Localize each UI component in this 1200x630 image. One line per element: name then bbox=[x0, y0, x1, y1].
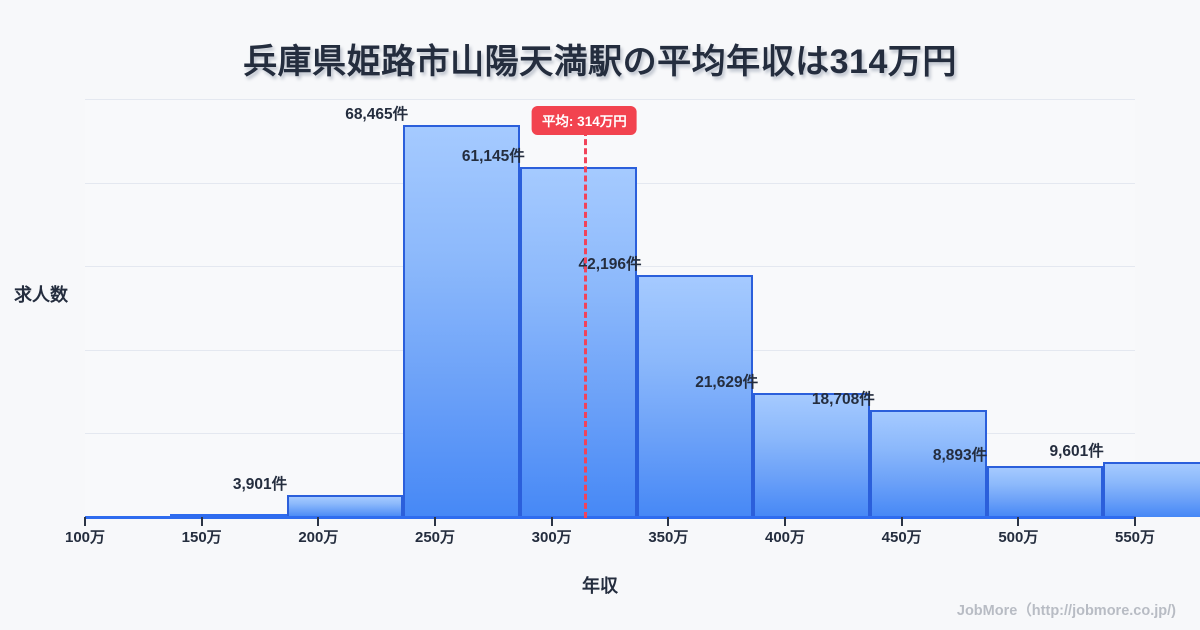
bar-value-label: 68,465件 bbox=[345, 105, 409, 123]
plot-area bbox=[85, 99, 1200, 517]
x-axis-tick-label: 550万 bbox=[1114, 529, 1156, 546]
x-axis-tick bbox=[900, 517, 903, 526]
footer-credit: JobMore（http://jobmore.co.jp/) bbox=[956, 603, 1176, 619]
x-axis-tick-label: 100万 bbox=[64, 529, 106, 546]
x-axis-tick bbox=[317, 517, 320, 526]
average-badge: 平均: 314万円 bbox=[531, 106, 637, 135]
x-axis-tick-label: 400万 bbox=[764, 529, 806, 546]
bar-value-label: 21,629件 bbox=[695, 374, 759, 392]
chart-title: 兵庫県姫路市山陽天満駅の平均年収は314万円 bbox=[243, 43, 957, 81]
x-axis-tick-label: 350万 bbox=[648, 529, 689, 546]
x-axis-tick bbox=[1134, 517, 1136, 526]
bar-value-label: 42,196件 bbox=[578, 256, 642, 274]
x-axis-title: 年収 bbox=[582, 576, 618, 596]
bar bbox=[636, 275, 754, 517]
bar bbox=[520, 166, 637, 517]
bar-value-label: 8,893件 bbox=[932, 447, 988, 465]
x-axis-tick bbox=[200, 517, 203, 526]
x-axis-tick bbox=[434, 517, 436, 526]
bar bbox=[286, 494, 404, 517]
bar bbox=[986, 466, 1104, 517]
gridline bbox=[85, 99, 1135, 100]
x-axis-tick-label: 250万 bbox=[414, 529, 456, 546]
y-axis-title: 求人数 bbox=[14, 285, 68, 305]
x-axis-tick-label: 150万 bbox=[181, 529, 222, 546]
bar bbox=[1103, 462, 1200, 517]
bar-value-label: 3,901件 bbox=[232, 475, 288, 493]
bar-value-label: 61,145件 bbox=[461, 147, 525, 165]
x-axis-tick-label: 500万 bbox=[998, 529, 1039, 546]
x-axis-tick-label: 200万 bbox=[298, 529, 339, 546]
x-axis-tick bbox=[667, 517, 670, 526]
x-axis-tick bbox=[1017, 517, 1020, 526]
x-axis-tick bbox=[784, 517, 786, 526]
bar-value-label: 18,708件 bbox=[811, 390, 875, 408]
bar bbox=[403, 124, 520, 517]
bar bbox=[170, 514, 287, 517]
bar bbox=[870, 409, 987, 517]
average-line bbox=[584, 130, 588, 518]
bar bbox=[753, 393, 870, 517]
bar-value-label: 9,601件 bbox=[1049, 443, 1104, 461]
x-axis-tick bbox=[550, 517, 553, 526]
x-axis-tick-label: 450万 bbox=[881, 529, 922, 546]
x-axis-baseline bbox=[85, 516, 1136, 519]
x-axis-tick-label: 300万 bbox=[531, 529, 572, 546]
x-axis-tick bbox=[84, 517, 86, 526]
